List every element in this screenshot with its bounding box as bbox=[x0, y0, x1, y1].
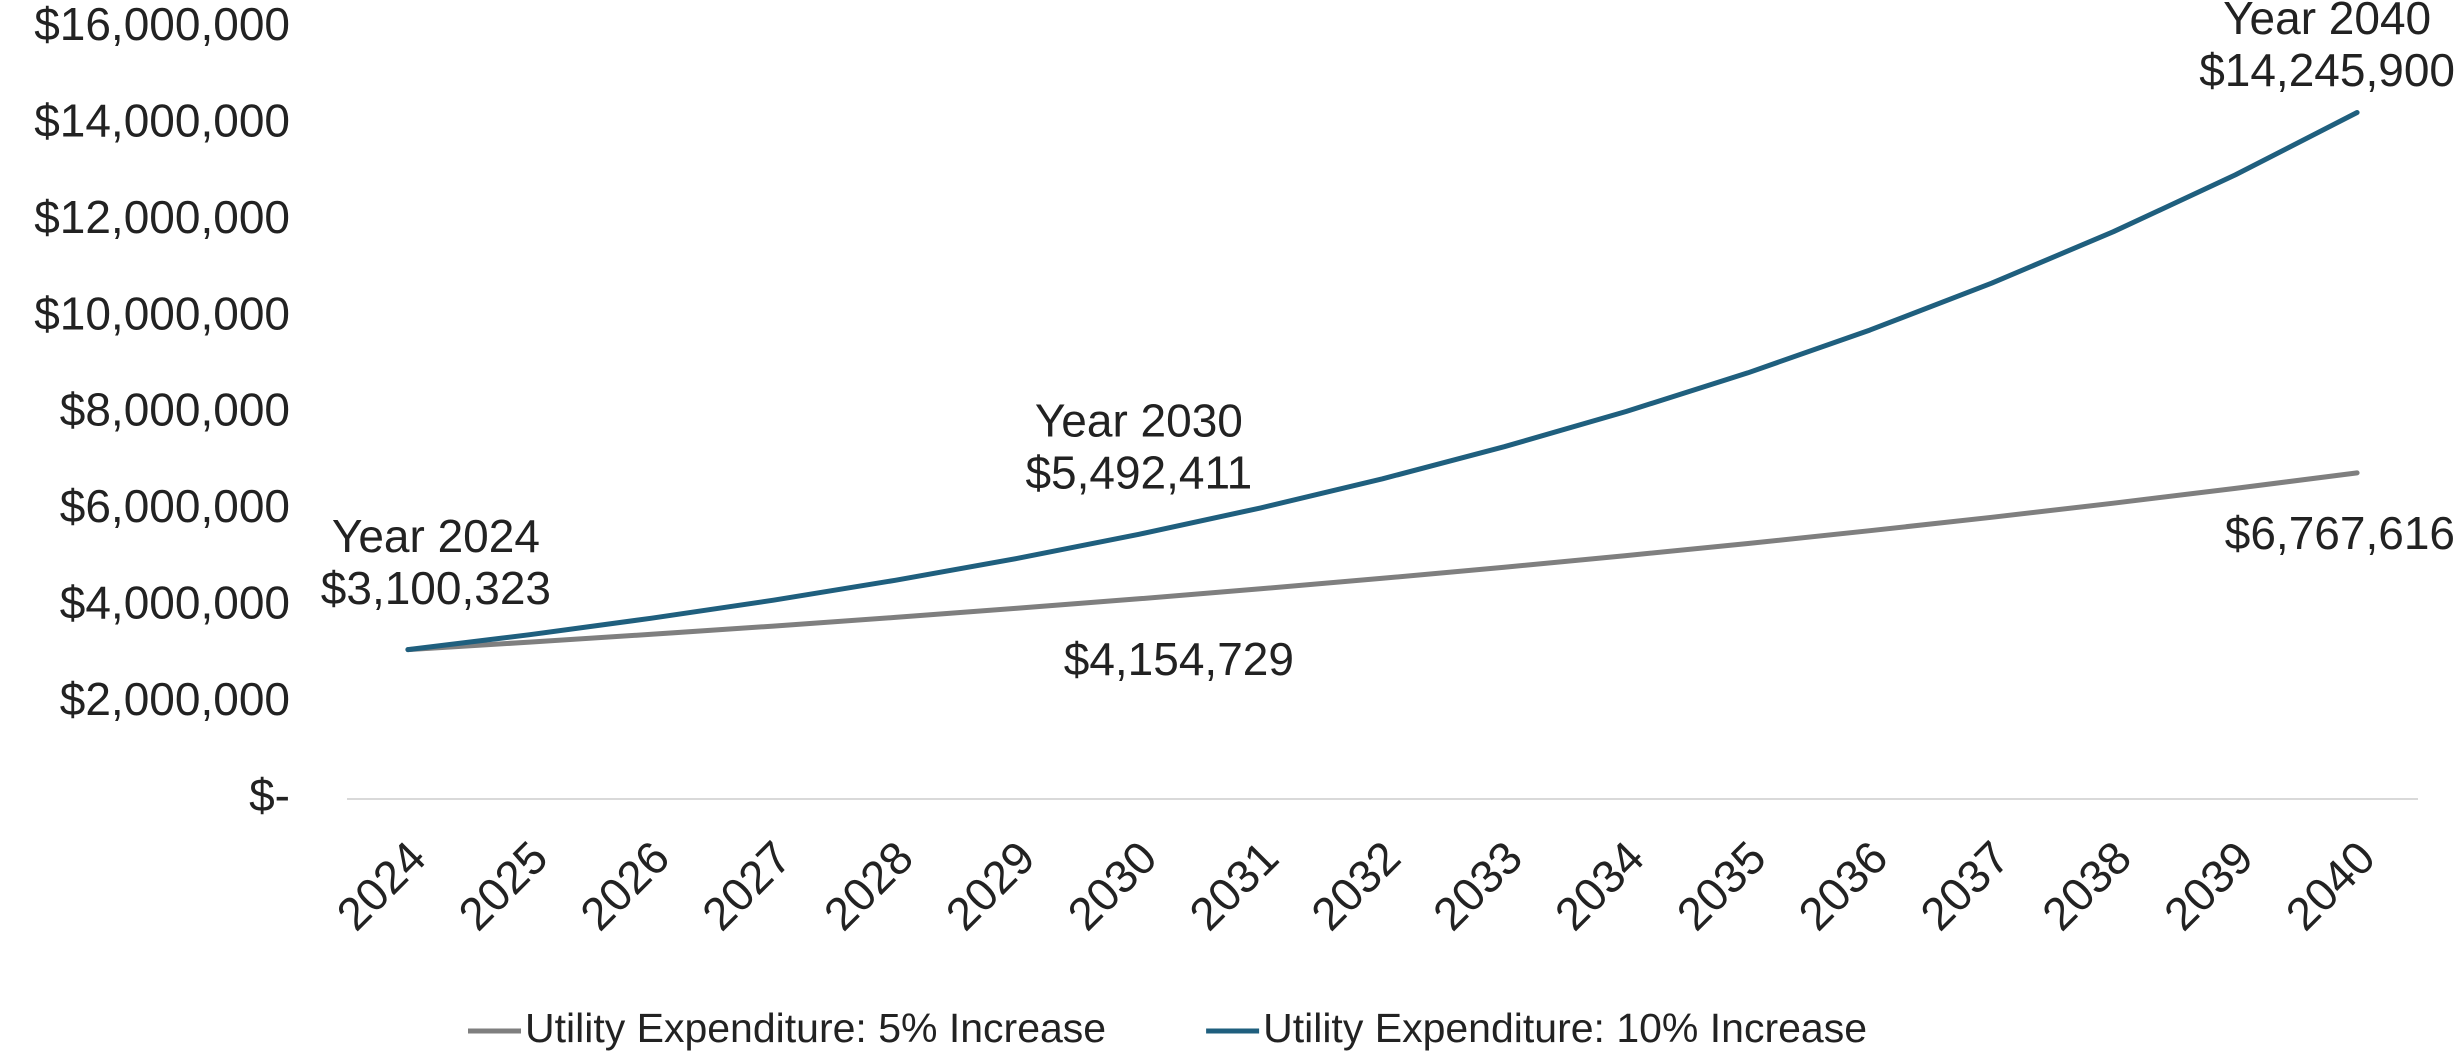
y-tick-label: $14,000,000 bbox=[34, 95, 290, 147]
y-tick-label: $10,000,000 bbox=[34, 287, 290, 339]
y-tick-label: $4,000,000 bbox=[60, 576, 290, 628]
annotation: Year 2030 bbox=[1035, 394, 1243, 446]
y-tick-label: $6,000,000 bbox=[60, 480, 290, 532]
data-label: $5,492,411 bbox=[1025, 446, 1252, 498]
series-line bbox=[405, 470, 2360, 653]
y-tick-label: $8,000,000 bbox=[60, 384, 290, 436]
legend: Utility Expenditure: 5% Increase Utility … bbox=[468, 1005, 1867, 1051]
x-tick-label: 2031 bbox=[1179, 831, 1288, 940]
x-tick-label: 2039 bbox=[2154, 831, 2263, 940]
x-tick-label: 2026 bbox=[570, 831, 679, 940]
data-label: $4,154,729 bbox=[1064, 633, 1294, 685]
data-label: $14,245,900 bbox=[2199, 44, 2455, 96]
x-tick-label: 2028 bbox=[814, 831, 923, 940]
y-tick-label: $- bbox=[249, 769, 290, 821]
data-label: $6,767,616 bbox=[2225, 507, 2455, 559]
x-tick-label: 2037 bbox=[1910, 831, 2019, 940]
x-tick-label: 2036 bbox=[1788, 831, 1897, 940]
annotation: Year 2040 bbox=[2223, 0, 2431, 44]
annotation: Year 2024 bbox=[332, 510, 540, 562]
y-tick-label: $2,000,000 bbox=[60, 673, 290, 725]
x-tick-label: 2035 bbox=[1666, 831, 1775, 940]
x-tick-label: 2034 bbox=[1545, 831, 1654, 940]
data-label: $3,100,323 bbox=[321, 562, 551, 614]
x-tick-label: 2033 bbox=[1423, 831, 1532, 940]
x-tick-label: 2029 bbox=[936, 831, 1045, 940]
y-tick-label: $12,000,000 bbox=[34, 191, 290, 243]
legend-label: Utility Expenditure: 5% Increase bbox=[525, 1005, 1106, 1051]
x-tick-label: 2040 bbox=[2276, 831, 2385, 940]
series-line bbox=[405, 110, 2360, 653]
y-tick-label: $16,000,000 bbox=[34, 0, 290, 50]
x-tick-label: 2027 bbox=[692, 831, 801, 940]
legend-label: Utility Expenditure: 10% Increase bbox=[1263, 1005, 1867, 1051]
x-tick-label: 2038 bbox=[2032, 831, 2141, 940]
x-tick-label: 2024 bbox=[326, 831, 435, 940]
x-tick-label: 2030 bbox=[1057, 831, 1166, 940]
x-tick-label: 2025 bbox=[448, 831, 557, 940]
x-tick-label: 2032 bbox=[1301, 831, 1410, 940]
